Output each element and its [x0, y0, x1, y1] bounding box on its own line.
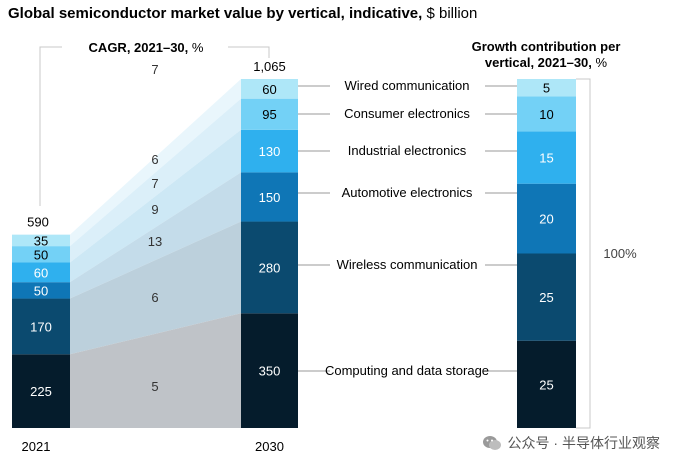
growth-header-line2: vertical, 2021–30, % — [485, 55, 608, 70]
cagr-bracket — [39, 46, 270, 206]
chart-title: Global semiconductor market value by ver… — [8, 5, 477, 22]
cagr-label: 13 — [148, 234, 162, 249]
value-label-2030: 150 — [259, 190, 281, 205]
bar-2030-segment — [241, 98, 298, 130]
bar-2021-segment — [12, 354, 70, 428]
watermark-text: 公众号 · 半导体行业观察 — [507, 435, 660, 451]
chart-title-main: Global semiconductor market value by ver… — [8, 5, 423, 22]
growth-value-label: 25 — [539, 377, 553, 392]
growth-bar-segment — [517, 79, 576, 97]
cagr-label: 7 — [151, 176, 158, 191]
growth-bar-segment — [517, 253, 576, 341]
value-label-2030: 95 — [262, 107, 276, 122]
value-label-2030: 60 — [262, 82, 276, 97]
growth-value-label: 15 — [539, 151, 553, 166]
value-label-2030: 350 — [259, 364, 281, 379]
growth-header-line1: Growth contribution per — [472, 39, 621, 54]
value-label-2021: 50 — [34, 247, 48, 262]
bar-2030-segment — [241, 221, 298, 314]
chart-title-unit: $ billion — [426, 5, 478, 22]
series-label: Industrial electronics — [348, 143, 467, 158]
value-label-2021: 35 — [34, 233, 48, 248]
total-label-2021: 590 — [27, 215, 49, 230]
band-3 — [70, 129, 241, 283]
series-label: Wired communication — [345, 78, 470, 93]
value-label-2030: 280 — [259, 260, 281, 275]
series-label: Wireless communication — [337, 257, 478, 272]
cagr-label-top: 7 — [151, 62, 158, 77]
band-4 — [70, 98, 241, 263]
bar-2021-segment — [12, 246, 70, 263]
bar-2030-segment — [241, 79, 298, 99]
growth-bar-segment — [517, 183, 576, 254]
growth-value-label: 5 — [543, 81, 550, 96]
series-label: Computing and data storage — [325, 363, 489, 378]
band-1 — [70, 221, 241, 355]
category-label-2030: 2030 — [255, 439, 284, 454]
growth-bar-segment — [517, 96, 576, 132]
bar-2030-segment — [241, 129, 298, 173]
value-label-2021: 170 — [30, 319, 52, 334]
band-5 — [70, 79, 241, 247]
growth-header-unit: % — [596, 55, 608, 70]
value-label-2021: 60 — [34, 265, 48, 280]
series-label: Automotive electronics — [342, 185, 473, 200]
value-label-2021: 50 — [34, 283, 48, 298]
growth-bracket — [576, 78, 591, 429]
band-2 — [70, 172, 241, 299]
bar-2021-segment — [12, 262, 70, 283]
cagr-header-unit: % — [192, 40, 204, 55]
watermark: 公众号 · 半导体行业观察 — [482, 433, 660, 453]
bar-2021-segment — [12, 234, 70, 247]
growth-value-label: 20 — [539, 212, 553, 227]
cagr-label: 5 — [151, 379, 158, 394]
growth-value-label: 10 — [539, 107, 553, 122]
cagr-label: 6 — [151, 152, 158, 167]
bar-2021-segment — [12, 298, 70, 355]
growth-bar-segment — [517, 340, 576, 428]
category-label-2021: 2021 — [22, 439, 51, 454]
bar-2030-segment — [241, 172, 298, 222]
cagr-label: 9 — [151, 202, 158, 217]
cagr-header: CAGR, 2021–30, % — [89, 40, 204, 55]
bar-2021-segment — [12, 282, 70, 299]
growth-total-label: 100% — [603, 246, 637, 261]
growth-value-label: 25 — [539, 290, 553, 305]
series-label: Consumer electronics — [344, 106, 470, 121]
wechat-icon — [482, 436, 501, 450]
cagr-label: 6 — [151, 290, 158, 305]
total-label-2030: 1,065 — [253, 59, 286, 74]
band-0 — [70, 313, 241, 428]
growth-bar-segment — [517, 131, 576, 184]
value-label-2030: 130 — [259, 144, 281, 159]
bar-2030-segment — [241, 313, 298, 428]
value-label-2021: 225 — [30, 384, 52, 399]
